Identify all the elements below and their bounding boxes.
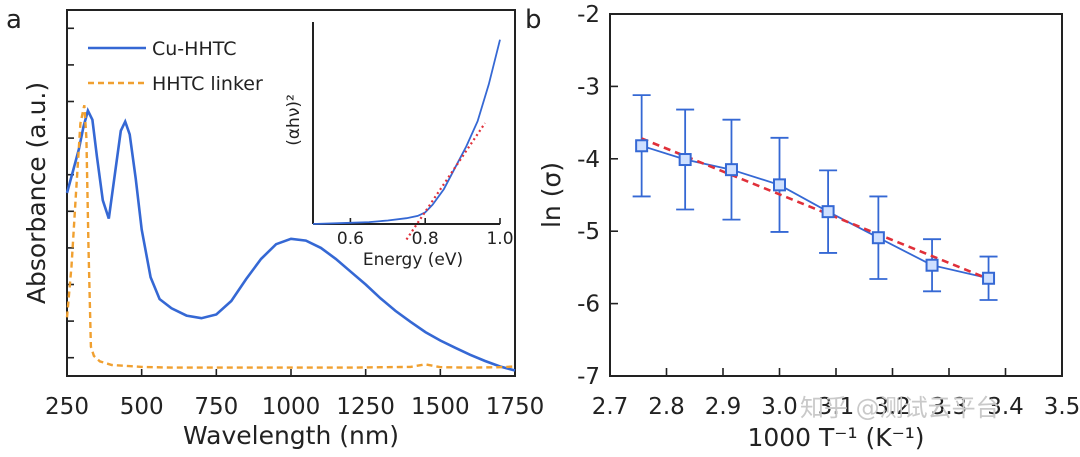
- panel-b-fit-line: [641, 137, 990, 281]
- panel-b-x-tick-label: 2.9: [705, 394, 742, 420]
- hhtc-linker-series-line: [65, 104, 516, 369]
- inset-x-tick-labels: 0.6 0.8 1.0: [337, 229, 514, 249]
- panel-b-y-tick-label: -4: [577, 147, 600, 173]
- panel-a-x-tick-label: 1750: [486, 394, 545, 420]
- inset-linear-fit-line: [405, 122, 486, 241]
- inset-x-tick-label: 0.6: [337, 229, 364, 249]
- panel-b-data-point: [821, 205, 835, 219]
- panel-a-inset: 0.6 0.8 1.0 Energy (eV) (αhν)²: [284, 22, 514, 270]
- panel-b-data-point: [724, 163, 738, 177]
- inset-x-axis-label: Energy (eV): [363, 250, 463, 270]
- panel-b-markers: [635, 139, 996, 285]
- inset-x-tick-label: 0.8: [412, 229, 439, 249]
- panel-b-x-tick-label: 3.0: [761, 394, 798, 420]
- panel-a-x-tick-label: 250: [45, 394, 89, 420]
- panel-b-x-tick-label: 2.7: [592, 394, 629, 420]
- panel-b-label: b: [525, 5, 542, 35]
- panel-b-plot-frame: [609, 13, 1063, 377]
- panel-b-x-ticks: [609, 368, 1063, 376]
- panel-a-x-tick-label: 1000: [262, 394, 321, 420]
- panel-b-x-tick-label: 2.8: [648, 394, 685, 420]
- panel-b-data-point: [982, 271, 996, 285]
- inset-background: [313, 22, 503, 222]
- panel-b-data-line: [641, 144, 989, 280]
- panel-b-data-point: [635, 139, 649, 153]
- inset-data-line: [312, 39, 501, 225]
- panel-b-x-tick-label: 3.1: [818, 394, 855, 420]
- inset-y-axis-label: (αhν)²: [284, 94, 304, 146]
- watermark-text: 知乎 @测试云平台: [800, 394, 1000, 422]
- panel-b-error-bars: [632, 94, 998, 301]
- panel-b-chart: 2.7 2.8 2.9 3.0 3.1 3.2 3.3 3.4 3.5 -7 -6 -5 -4 -3 -2…: [537, 2, 1080, 452]
- panel-a-x-tick-labels: 250 500 750 1000 1250 1500 1750: [45, 394, 544, 420]
- panel-b-x-tick-label: 3.5: [1044, 394, 1080, 420]
- panel-a-x-ticks: [66, 369, 516, 376]
- panel-b-y-axis-label: ln (σ): [537, 162, 566, 228]
- panel-b-y-tick-label: -7: [577, 364, 600, 390]
- panel-a-y-ticks: [67, 27, 74, 359]
- panel-b-y-ticks: [610, 13, 618, 377]
- legend-label-hhtc-linker: HHTC linker: [152, 73, 263, 95]
- panel-b-data-point: [773, 178, 786, 192]
- panel-b-x-axis-label: 1000 T⁻¹ (K⁻¹): [747, 423, 924, 452]
- legend-label-cu-hhtc: Cu-HHTC: [152, 38, 237, 60]
- panel-a-y-axis-label: Absorbance (a.u.): [22, 82, 51, 304]
- panel-b-y-tick-label: -2: [577, 2, 600, 28]
- panel-b-x-tick-label: 3.2: [874, 394, 911, 420]
- panel-b-x-tick-label: 3.3: [931, 394, 968, 420]
- panel-b-y-tick-labels: -7 -6 -5 -4 -3 -2: [577, 2, 600, 390]
- panel-a-x-tick-label: 750: [194, 394, 238, 420]
- panel-a-x-tick-label: 500: [120, 394, 164, 420]
- panel-a-x-axis-label: Wavelength (nm): [183, 421, 399, 450]
- panel-b-x-tick-label: 3.4: [987, 394, 1024, 420]
- inset-x-tick-label: 1.0: [486, 229, 513, 249]
- panel-b-data-point: [871, 231, 885, 245]
- panel-b-y-tick-label: -3: [577, 74, 600, 100]
- cu-hhtc-series-line: [65, 107, 516, 372]
- panel-a-x-tick-label: 1500: [411, 394, 470, 420]
- panel-b-y-tick-label: -5: [577, 219, 600, 245]
- panel-a-legend: Cu-HHTC HHTC linker: [88, 38, 263, 95]
- panel-b-data-point: [925, 258, 939, 272]
- panel-b-y-tick-label: -6: [577, 292, 600, 318]
- panel-a-x-tick-label: 1250: [336, 394, 395, 420]
- panel-b-x-tick-labels: 2.7 2.8 2.9 3.0 3.1 3.2 3.3 3.4 3.5: [592, 394, 1080, 420]
- panel-a-label: a: [6, 5, 22, 35]
- panel-a-chart: 250 500 750 1000 1250 1500 1750 Wavelength (nm…: [22, 9, 544, 450]
- panel-b-data-point: [678, 153, 692, 167]
